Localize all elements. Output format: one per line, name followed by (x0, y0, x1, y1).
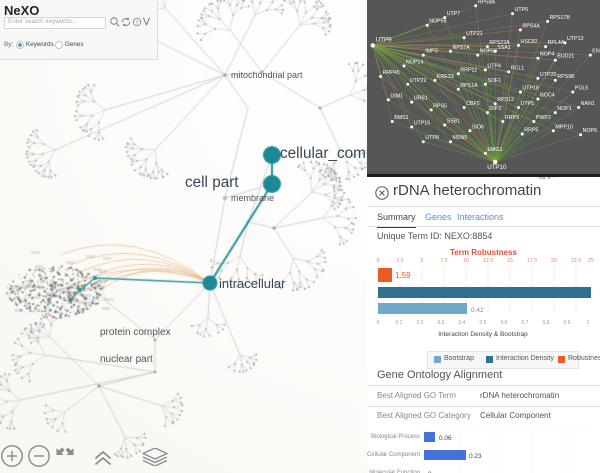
svg-text:UTP8: UTP8 (425, 135, 439, 141)
svg-text:UTP9: UTP9 (376, 36, 392, 43)
svg-text:1: 1 (587, 320, 590, 326)
svg-text:25: 25 (588, 258, 594, 264)
svg-text:NOP58: NOP58 (480, 49, 497, 55)
svg-text:0.4: 0.4 (459, 320, 466, 326)
svg-text:UTP15: UTP15 (414, 121, 431, 127)
svg-text:BMS1: BMS1 (394, 115, 408, 121)
svg-text:RPS4A: RPS4A (522, 23, 540, 29)
svg-text:URB1: URB1 (414, 96, 428, 102)
svg-text:0.23: 0.23 (469, 453, 482, 460)
svg-text:RPS9B: RPS9B (557, 74, 575, 80)
svg-text:UTP10: UTP10 (487, 164, 507, 171)
svg-text:UTP20: UTP20 (540, 72, 557, 78)
svg-text:RRP12: RRP12 (460, 67, 477, 73)
svg-text:1.59: 1.59 (395, 271, 411, 280)
svg-text:0.9: 0.9 (564, 320, 571, 326)
svg-text:0.8: 0.8 (543, 320, 550, 326)
svg-text:0.2: 0.2 (417, 320, 424, 326)
svg-text:0.6: 0.6 (501, 320, 508, 326)
svg-text:SIO6: SIO6 (472, 124, 484, 130)
svg-text:BUD21: BUD21 (557, 54, 574, 60)
svg-text:SSA1: SSA1 (497, 45, 511, 51)
svg-text:RCL1: RCL1 (511, 65, 525, 71)
svg-text:RPS8A: RPS8A (478, 0, 496, 5)
svg-text:NOP14: NOP14 (406, 60, 423, 66)
svg-text:Biological Process: Biological Process (371, 434, 420, 440)
svg-text:UTP5: UTP5 (521, 101, 535, 107)
svg-text:0.5: 0.5 (480, 320, 487, 326)
svg-text:RRP5: RRP5 (524, 128, 538, 134)
svg-text:Cellular Component: Cellular Component (367, 452, 420, 458)
svg-text:KRE33: KRE33 (437, 74, 454, 80)
svg-text:NOP6: NOP6 (583, 128, 597, 134)
svg-text:SSB1: SSB1 (447, 119, 461, 125)
svg-text:0.1: 0.1 (396, 320, 403, 326)
svg-text:UTP13: UTP13 (567, 36, 584, 42)
svg-text:UTP4: UTP4 (487, 63, 501, 69)
svg-text:IMP3: IMP3 (425, 49, 437, 55)
svg-text:0.3: 0.3 (438, 320, 445, 326)
svg-text:0: 0 (377, 320, 380, 326)
svg-text:0: 0 (377, 258, 380, 264)
svg-text:?: ? (135, 20, 138, 26)
svg-text:MPP10: MPP10 (555, 124, 572, 130)
svg-text:Interaction Density & Bootstra: Interaction Density & Bootstrap (438, 331, 528, 338)
svg-text:20: 20 (551, 258, 557, 264)
svg-text:NOC4: NOC4 (540, 93, 555, 99)
svg-text:DIP2: DIP2 (489, 106, 501, 112)
svg-text:RPS17B: RPS17B (550, 15, 571, 21)
svg-text:HSC82: HSC82 (521, 39, 538, 45)
svg-text:PWP2: PWP2 (536, 115, 551, 121)
svg-text:0.06: 0.06 (439, 435, 452, 442)
svg-text:RRP9: RRP9 (505, 115, 519, 121)
svg-text:22.5: 22.5 (571, 258, 581, 264)
svg-text:MSN5: MSN5 (453, 135, 468, 141)
svg-text:17.5: 17.5 (527, 258, 537, 264)
svg-text:ENP1: ENP1 (592, 49, 600, 55)
svg-text:UTP21: UTP21 (466, 31, 483, 37)
svg-text:SOF1: SOF1 (487, 78, 501, 84)
svg-text:RPS1A: RPS1A (460, 83, 478, 89)
svg-text:10: 10 (463, 258, 469, 264)
svg-text:RPS7A: RPS7A (453, 45, 471, 51)
svg-text:UTP7: UTP7 (447, 11, 461, 17)
svg-text:NAN1: NAN1 (581, 101, 595, 107)
svg-text:NOP4: NOP4 (540, 52, 554, 58)
svg-text:0.7: 0.7 (522, 320, 529, 326)
svg-text:DIM1: DIM1 (390, 93, 403, 99)
svg-text:EMG1: EMG1 (487, 147, 502, 153)
svg-text:POL5: POL5 (575, 86, 589, 92)
svg-text:2.5: 2.5 (396, 258, 403, 264)
svg-text:12.5: 12.5 (483, 258, 493, 264)
svg-text:RRP45: RRP45 (383, 70, 400, 76)
svg-text:RPS5: RPS5 (433, 103, 447, 109)
svg-text:RPL4A: RPL4A (548, 40, 565, 46)
svg-text:UTP6: UTP6 (515, 7, 529, 13)
svg-text:NOP1: NOP1 (557, 106, 571, 112)
svg-text:5: 5 (421, 258, 424, 264)
svg-text:7.5: 7.5 (440, 258, 447, 264)
svg-text:UTP22: UTP22 (410, 78, 427, 84)
svg-text:CBF5: CBF5 (466, 101, 480, 107)
svg-text:UTP18: UTP18 (522, 86, 539, 92)
svg-text:0.42: 0.42 (471, 307, 484, 314)
svg-text:15: 15 (507, 258, 513, 264)
svg-text:NOP56: NOP56 (429, 19, 446, 25)
svg-text:RPS13: RPS13 (497, 97, 514, 103)
